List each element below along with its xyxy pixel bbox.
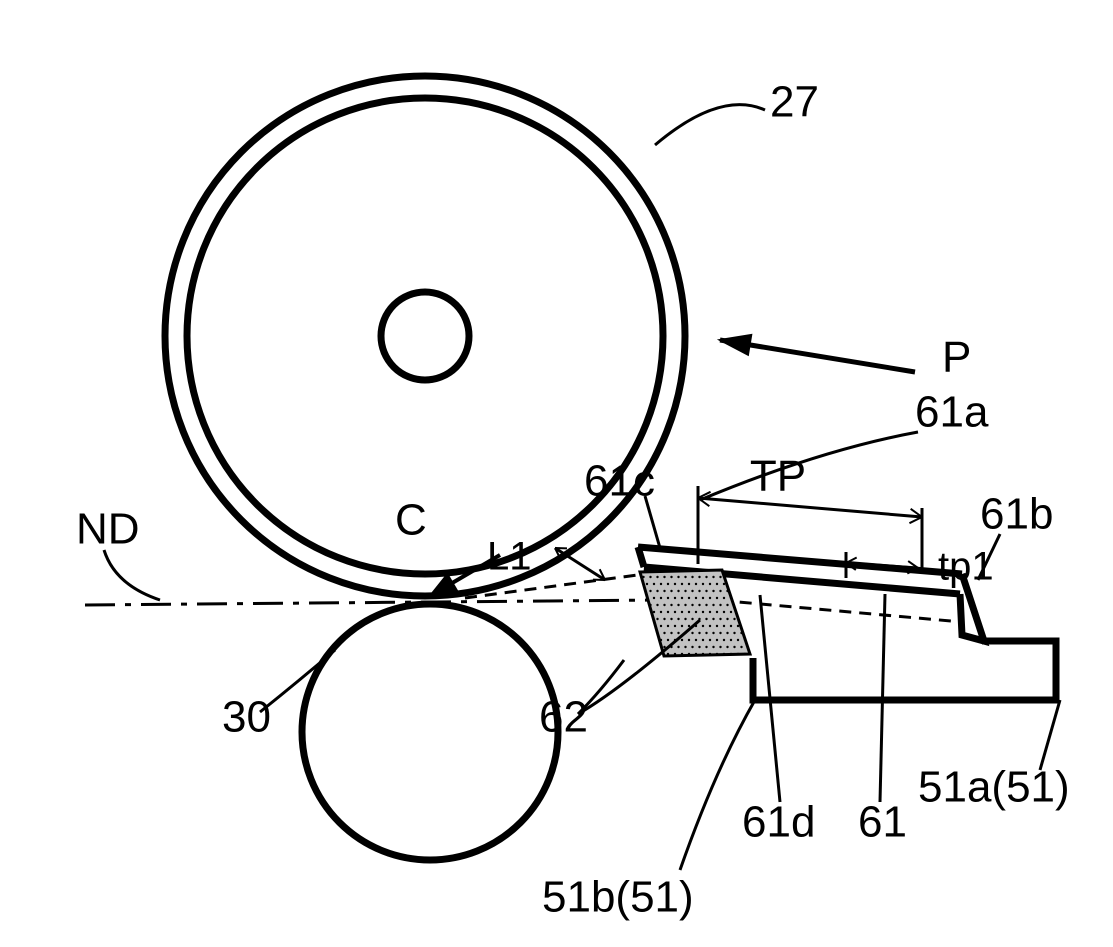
dim-l1-line	[555, 548, 605, 580]
label-62: 62	[539, 693, 588, 742]
leader-27	[655, 105, 765, 145]
label-61d: 61d	[742, 798, 815, 847]
label-61: 61	[858, 798, 907, 847]
pad-62	[639, 569, 750, 656]
leader-61a	[700, 432, 918, 500]
label-61c: 61c	[584, 457, 655, 506]
label-61b: 61b	[980, 490, 1053, 539]
bracket-51	[753, 641, 1056, 700]
label-27: 27	[770, 78, 819, 127]
label-ND: ND	[76, 505, 140, 554]
label-30: 30	[222, 693, 271, 742]
dim-tp-line	[698, 498, 922, 517]
leader-30	[260, 650, 335, 712]
label-tp1: tp1	[938, 545, 994, 589]
leader-ND	[104, 550, 160, 600]
label-C: C	[395, 496, 427, 545]
leader-51a	[1040, 700, 1060, 770]
leader-62-2	[578, 620, 700, 714]
roller-30	[302, 604, 558, 860]
nip-line	[85, 600, 660, 605]
label-51a: 51a(51)	[918, 763, 1070, 812]
label-L1: L1	[487, 535, 532, 579]
label-61a: 61a	[915, 388, 989, 437]
label-P: P	[942, 333, 971, 382]
label-TP: TP	[750, 452, 806, 501]
roller-27-axle	[381, 292, 469, 380]
label-51b: 51b(51)	[542, 873, 694, 922]
